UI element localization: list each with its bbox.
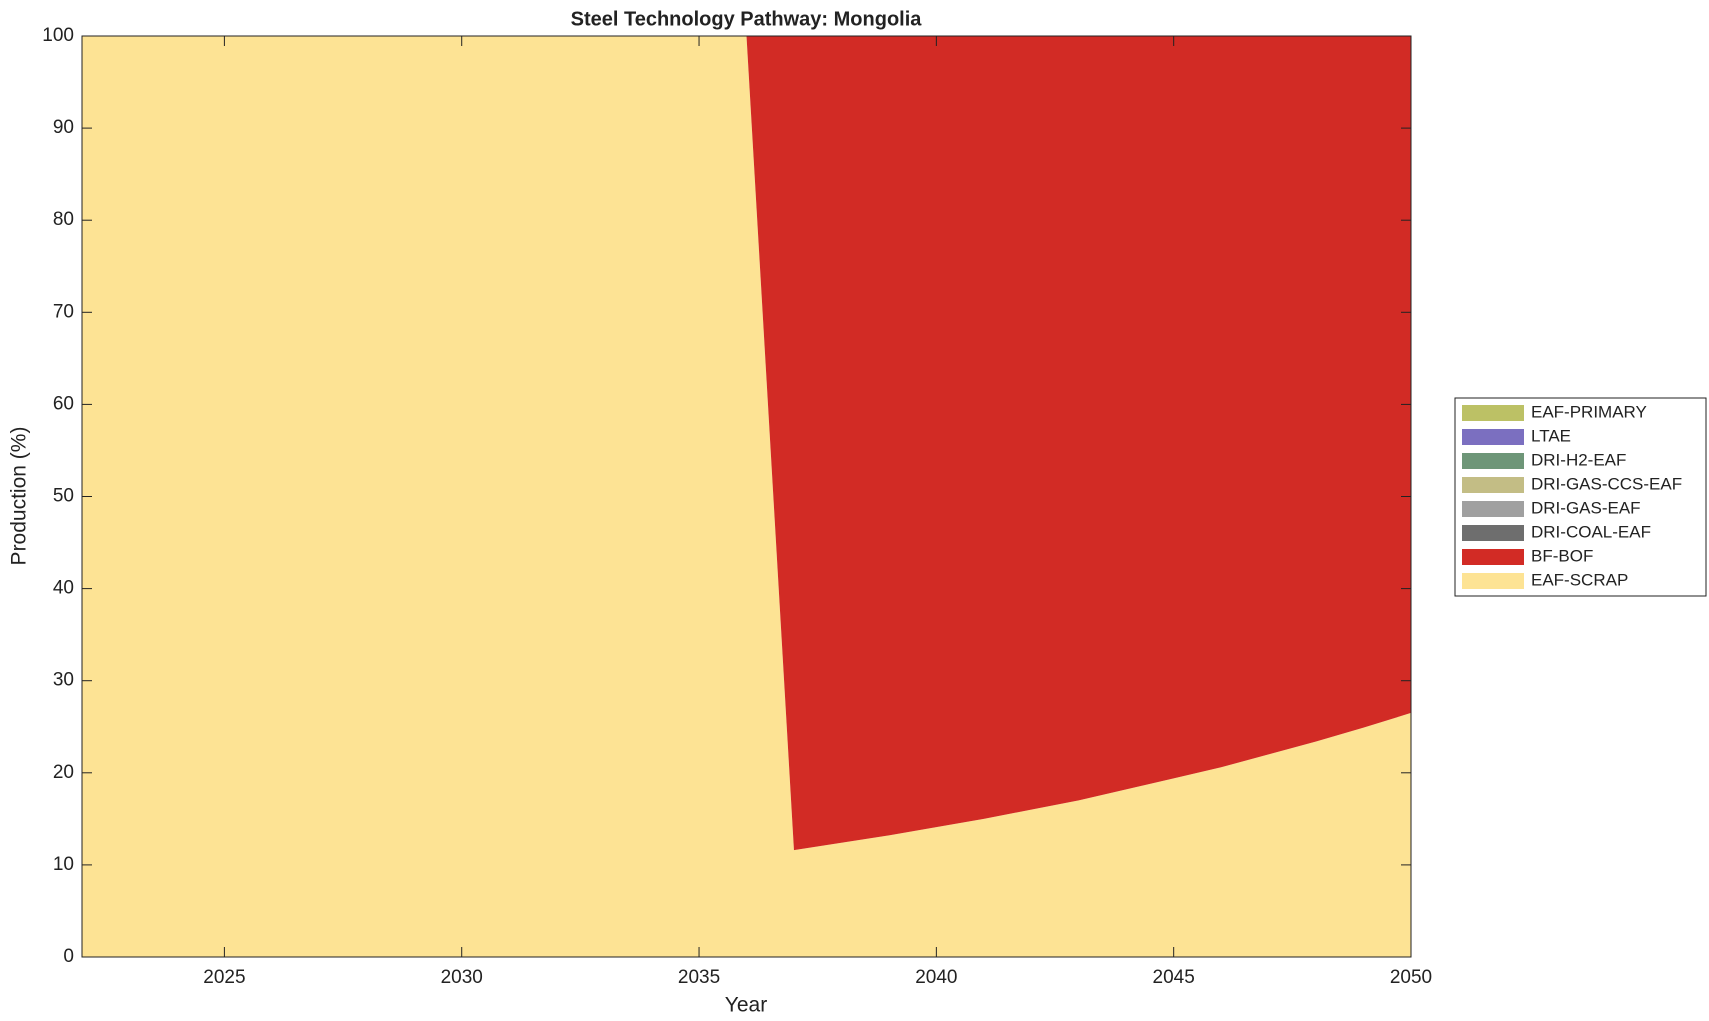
legend-label: EAF-SCRAP — [1531, 570, 1628, 589]
x-tick-label: 2035 — [678, 967, 720, 988]
x-tick-label: 2040 — [915, 967, 957, 988]
legend-swatch — [1462, 573, 1524, 589]
legend-swatch — [1462, 477, 1524, 493]
legend-swatch — [1462, 453, 1524, 469]
legend-swatch — [1462, 549, 1524, 565]
y-tick-label: 20 — [53, 762, 74, 783]
legend-label: DRI-GAS-EAF — [1531, 498, 1641, 517]
legend-swatch — [1462, 405, 1524, 421]
legend-label: DRI-GAS-CCS-EAF — [1531, 474, 1682, 493]
x-tick-label: 2045 — [1153, 967, 1195, 988]
legend-swatch — [1462, 429, 1524, 445]
legend-swatch — [1462, 501, 1524, 517]
y-tick-label: 70 — [53, 301, 74, 322]
y-tick-label: 10 — [53, 854, 74, 875]
x-tick-label: 2030 — [441, 967, 483, 988]
x-tick-label: 2025 — [203, 967, 245, 988]
y-tick-label: 40 — [53, 578, 74, 599]
x-axis-label: Year — [725, 994, 767, 1017]
legend-label: BF-BOF — [1531, 546, 1593, 565]
legend-label: EAF-PRIMARY — [1531, 402, 1647, 421]
y-tick-label: 80 — [53, 209, 74, 230]
y-axis-label: Production (%) — [8, 427, 31, 566]
area — [82, 36, 1411, 957]
legend-swatch — [1462, 525, 1524, 541]
y-tick-label: 60 — [53, 393, 74, 414]
legend-label: LTAE — [1531, 426, 1571, 445]
area — [82, 36, 1411, 851]
y-tick-label: 100 — [42, 25, 74, 46]
legend-box — [1454, 397, 1707, 597]
legend-label: DRI-H2-EAF — [1531, 450, 1626, 469]
chart-title: Steel Technology Pathway: Mongolia — [571, 8, 923, 30]
y-tick-label: 0 — [63, 946, 74, 967]
y-tick-label: 90 — [53, 117, 74, 138]
legend: EAF-PRIMARY LTAE DRI-H2-EAF DRI-GAS-CCS-EAF… — [1454, 397, 1707, 597]
y-tick-label: 30 — [53, 670, 74, 691]
y-tick-label: 50 — [53, 486, 74, 507]
x-tick-label: 2050 — [1390, 967, 1432, 988]
legend-label: DRI-COAL-EAF — [1531, 522, 1651, 541]
